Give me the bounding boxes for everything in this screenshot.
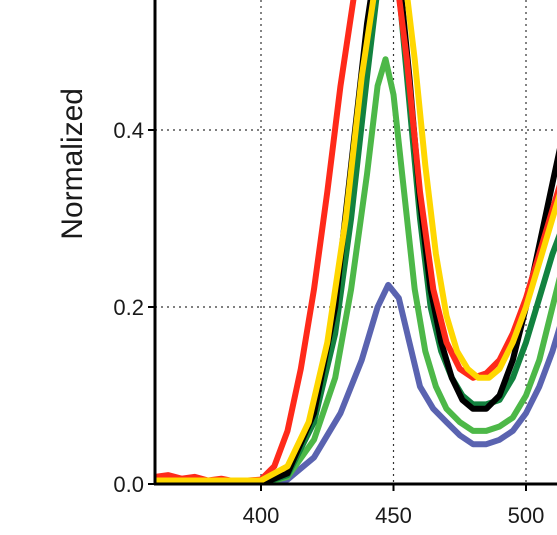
y-tick-label-0: 0.0	[113, 472, 144, 497]
y-tick-label-2: 0.4	[113, 118, 144, 143]
x-tick-label-1: 450	[375, 503, 412, 528]
tick-labels: 400 450 500 0.0 0.2 0.4	[113, 118, 544, 528]
series-layer	[155, 0, 557, 484]
y-tick-label-1: 0.2	[113, 295, 144, 320]
x-tick-label-0: 400	[243, 503, 280, 528]
x-tick-label-2: 500	[508, 503, 545, 528]
axes	[153, 0, 557, 486]
grid	[155, 0, 557, 484]
series-line-5	[155, 0, 557, 484]
series-line-0	[155, 281, 557, 484]
series-line-1	[155, 56, 557, 484]
y-axis-title: Normalized	[56, 88, 89, 240]
